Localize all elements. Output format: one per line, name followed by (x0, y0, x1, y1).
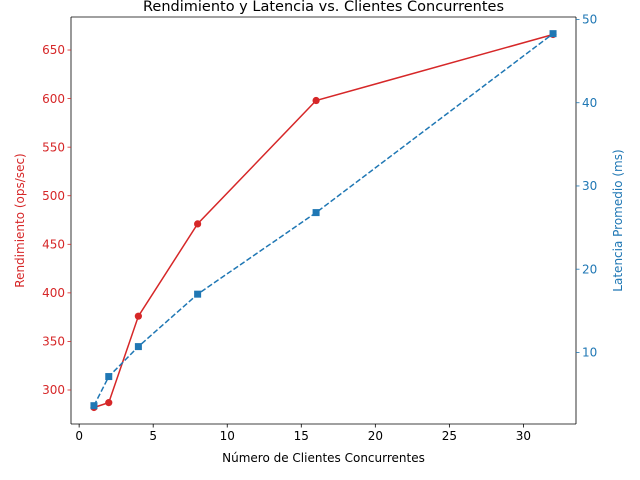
y-left-tick-label: 550 (42, 140, 65, 154)
x-tick-label: 30 (516, 429, 531, 443)
y-left-tick-label: 450 (42, 237, 65, 251)
x-tick-label: 15 (294, 429, 309, 443)
throughput-point (134, 312, 142, 320)
y-right-axis-title: Latencia Promedio (ms) (611, 149, 625, 291)
throughput-series-line (93, 33, 554, 409)
series-layer (90, 30, 557, 412)
y-left-tick-label: 600 (42, 92, 65, 106)
latency-series-line (93, 33, 554, 407)
x-tick-label: 10 (220, 429, 235, 443)
y-left-tick-label: 350 (42, 335, 65, 349)
latency-point (194, 290, 202, 298)
y-right-tick-label: 40 (582, 96, 597, 110)
x-tick-label: 0 (75, 429, 83, 443)
plot-frame (70, 16, 577, 425)
right-axis: 10 20 30 40 50 (576, 13, 597, 360)
chart-title: Rendimiento y Latencia vs. Clientes Conc… (143, 0, 504, 15)
x-tick-label: 5 (149, 429, 157, 443)
left-axis: 300 350 400 450 500 550 600 650 (42, 43, 71, 397)
y-right-tick-label: 50 (582, 13, 597, 27)
latency-point (549, 30, 557, 38)
x-axis: 0 5 10 15 20 25 30 (75, 424, 531, 443)
y-right-tick-label: 10 (582, 346, 597, 360)
latency-point (90, 402, 98, 410)
y-left-axis-title: Rendimiento (ops/sec) (13, 153, 27, 287)
y-left-tick-label: 300 (42, 383, 65, 397)
y-left-tick-label: 500 (42, 189, 65, 203)
latency-point (312, 209, 320, 217)
y-left-tick-label: 400 (42, 286, 65, 300)
y-left-tick-label: 650 (42, 43, 65, 57)
throughput-point (194, 220, 202, 228)
y-right-tick-label: 30 (582, 179, 597, 193)
latency-point (105, 373, 113, 381)
y-right-tick-label: 20 (582, 262, 597, 276)
x-tick-label: 20 (368, 429, 383, 443)
x-tick-label: 25 (442, 429, 457, 443)
x-axis-title: Número de Clientes Concurrentes (222, 451, 425, 465)
throughput-point (312, 96, 320, 105)
throughput-point (105, 399, 113, 407)
latency-point (134, 343, 142, 351)
